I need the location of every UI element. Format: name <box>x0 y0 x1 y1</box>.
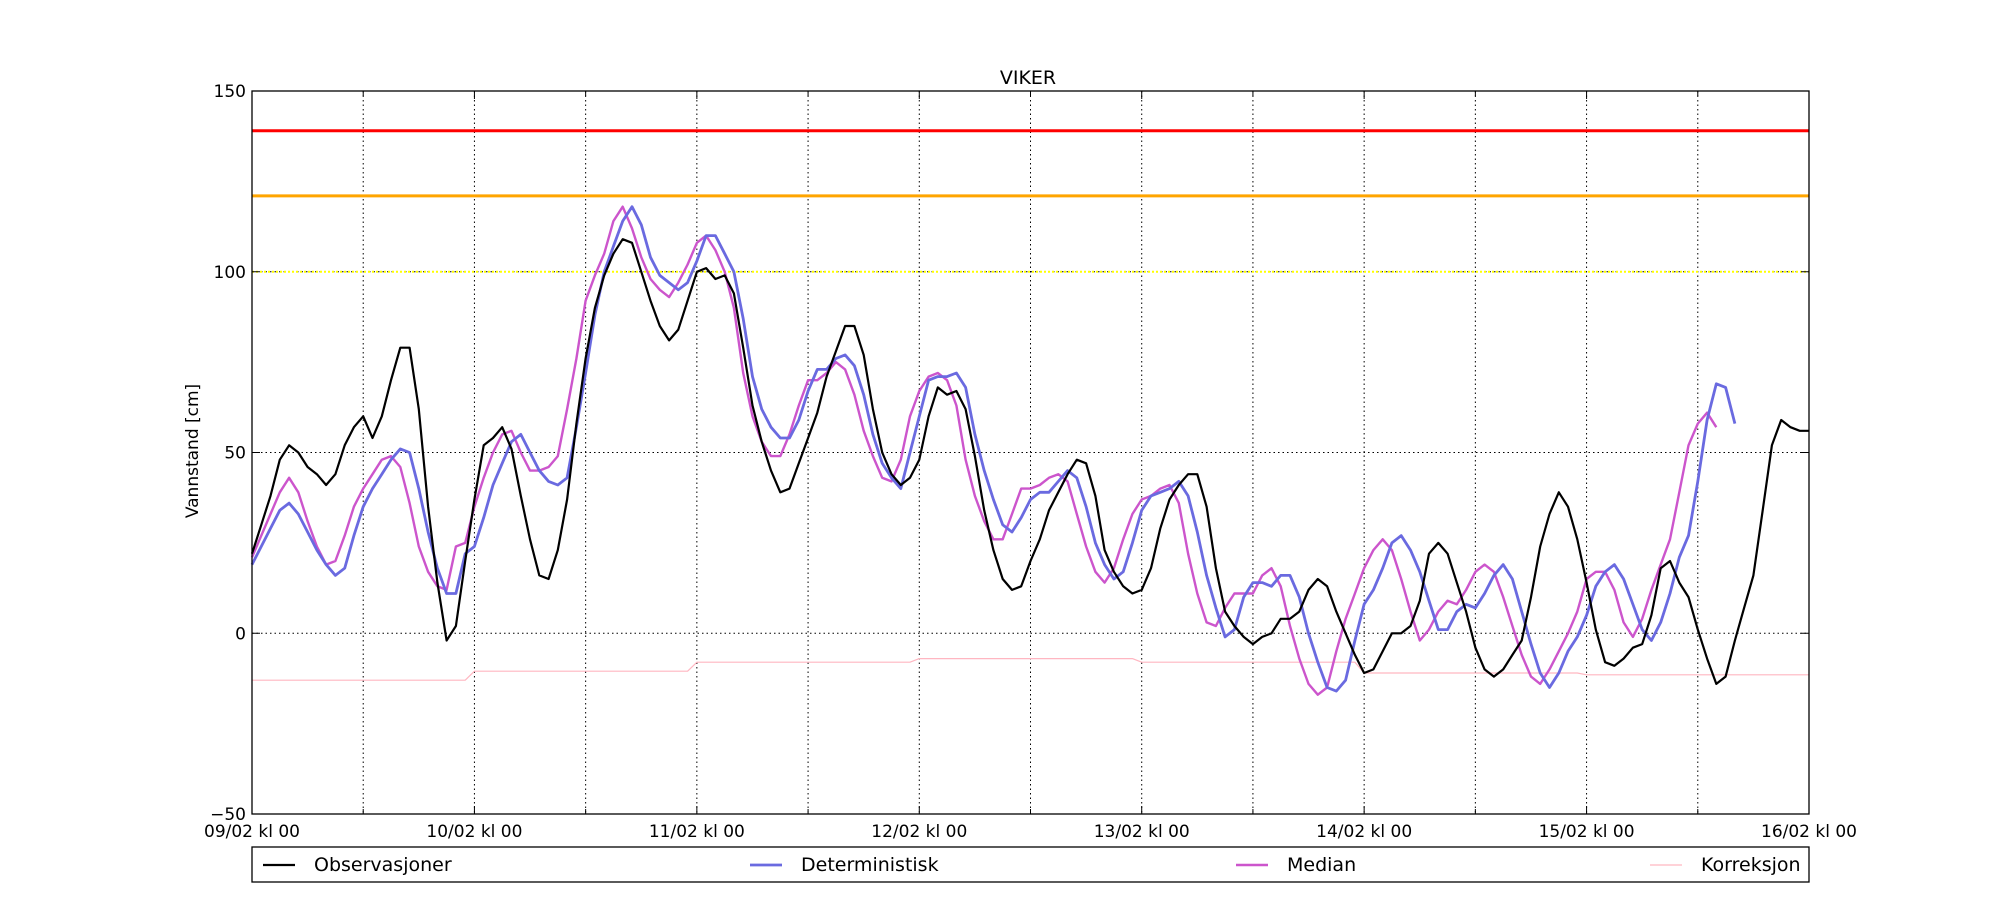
y-tick-label: 0 <box>235 624 246 644</box>
legend-label: Observasjoner <box>314 854 452 876</box>
x-tick-label: 09/02 kl 00 <box>204 822 300 842</box>
series-line-median <box>250 205 1718 696</box>
legend: Observasjoner Deterministisk Median Korreks… <box>251 846 1810 883</box>
legend-frame <box>251 846 1810 883</box>
series-line-observasjoner <box>250 238 1809 685</box>
chart-title: VIKER <box>1000 67 1056 89</box>
legend-label: Korreksjon <box>1701 854 1801 876</box>
y-axis-label: Vannstand [cm] <box>183 384 203 518</box>
x-tick-label: 13/02 kl 00 <box>1094 822 1190 842</box>
legend-label: Median <box>1287 854 1356 876</box>
series-line-deterministisk <box>250 205 1737 693</box>
y-tick-label: −50 <box>210 805 246 825</box>
legend-label: Deterministisk <box>801 854 939 876</box>
x-tick-label: 15/02 kl 00 <box>1539 822 1635 842</box>
x-tick-label: 16/02 kl 00 <box>1761 822 1857 842</box>
y-tick-label: 150 <box>214 82 246 102</box>
x-tick-label: 12/02 kl 00 <box>871 822 967 842</box>
x-tick-label: 11/02 kl 00 <box>649 822 745 842</box>
x-tick-label: 10/02 kl 00 <box>426 822 522 842</box>
x-tick-label: 14/02 kl 00 <box>1316 822 1412 842</box>
plot-area: −50 0 50 100 150 09/02 kl 00 10/02 kl 00 11/02 … <box>204 82 1857 842</box>
y-tick-label: 50 <box>224 444 246 464</box>
y-tick-label: 100 <box>214 263 246 283</box>
